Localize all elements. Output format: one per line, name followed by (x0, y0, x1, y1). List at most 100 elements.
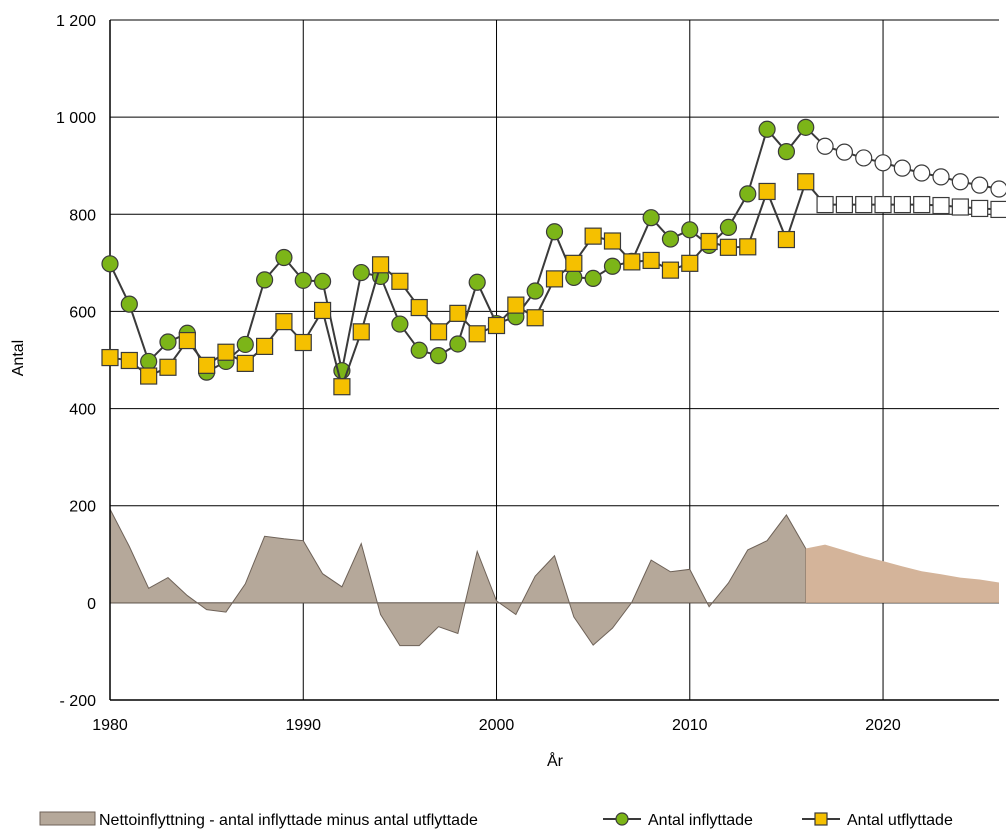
tick-label-layer: - 200 0 200 400 600 800 1 000 1 200 1980 1990 2000… (56, 13, 901, 734)
inflyttade-point (739, 185, 757, 203)
inflyttade-point (835, 143, 853, 161)
utflyttade-point (951, 198, 969, 216)
inflyttade-point (410, 341, 428, 359)
legend-marker-inflyttade (615, 812, 629, 826)
inflyttade-point (236, 335, 254, 354)
inflyttade-point (140, 352, 158, 371)
utflyttade-point (797, 173, 815, 191)
utflyttade-point (874, 195, 892, 214)
legend-label-net: Nettoinflyttning - antal inflyttade minu… (99, 812, 478, 829)
inflyttade-point (256, 271, 274, 289)
utflyttade-point (681, 254, 699, 272)
utflyttade-point (429, 323, 448, 341)
utflyttade-point (120, 351, 138, 370)
utflyttade-point (333, 378, 351, 396)
utflyttade-point (313, 301, 332, 320)
x-tick-label: 2010 (672, 717, 708, 734)
inflyttade-point (893, 159, 911, 177)
inflyttade-point (545, 223, 564, 241)
y-tick-label: 600 (69, 304, 96, 321)
x-tick-label: 2020 (865, 717, 901, 734)
utflyttade-point (913, 195, 931, 214)
net-area-layer (109, 508, 999, 647)
inflyttade-point (932, 168, 950, 186)
inflyttade-point (913, 164, 931, 182)
y-tick-label: 1 000 (56, 110, 96, 127)
inflyttade-point (603, 257, 622, 275)
inflyttade-point (275, 248, 293, 267)
net-area-forecast (805, 544, 999, 603)
utflyttade-point (410, 298, 428, 317)
inflyttade-point (159, 333, 177, 351)
x-tick-label: 1990 (285, 717, 321, 734)
inflyttade-point (429, 347, 448, 365)
utflyttade-point (101, 348, 119, 367)
utflyttade-point (294, 333, 312, 352)
utflyttade-point (990, 200, 1006, 219)
x-axis-title: År (547, 751, 564, 770)
inflyttade-point (855, 149, 873, 167)
inflyttade-point (120, 295, 138, 313)
legend-label-utflyttade: Antal utflyttade (847, 812, 953, 829)
y-tick-label: 0 (87, 596, 96, 613)
y-tick-label: 200 (69, 499, 96, 516)
inflyttade-point (642, 209, 660, 227)
utflyttade-point (198, 356, 216, 374)
utflyttade-point (256, 337, 274, 355)
y-axis-title: Antal (10, 340, 27, 376)
inflyttade-point (526, 282, 544, 300)
inflyttade-point (352, 263, 370, 282)
inflyttade-point (294, 271, 312, 289)
utflyttade-point (739, 238, 757, 256)
utflyttade-point (758, 182, 776, 201)
utflyttade-point (700, 232, 718, 251)
x-tick-label: 1980 (92, 717, 128, 734)
utflyttade-point (391, 272, 409, 290)
inflyttade-point (661, 230, 680, 248)
utflyttade-point (932, 196, 950, 215)
utflyttade-point (526, 309, 544, 327)
inflyttade-point (681, 221, 699, 239)
inflyttade-point (797, 118, 815, 136)
inflyttade-point (719, 218, 738, 236)
inflyttade-point (101, 255, 119, 273)
utflyttade-point (449, 304, 467, 322)
inflyttade-point (816, 137, 834, 155)
x-tick-label: 2000 (479, 717, 515, 734)
utflyttade-point (855, 195, 873, 214)
utflyttade-point (893, 195, 911, 214)
utflyttade-point (777, 230, 796, 249)
utflyttade-point (217, 343, 235, 361)
net-area-historical (109, 508, 807, 647)
utflyttade-point (545, 270, 564, 288)
inflyttade-point (758, 120, 776, 138)
utflyttade-point (140, 367, 158, 385)
utflyttade-point (468, 325, 486, 343)
utflyttade-point (565, 254, 583, 272)
series-layer (101, 118, 1006, 396)
utflyttade-point (507, 296, 525, 314)
utflyttade-point (719, 238, 738, 256)
legend: Nettoinflyttning - antal inflyttade minu… (39, 811, 953, 829)
utflyttade-point (623, 253, 641, 271)
utflyttade-point (816, 195, 834, 214)
utflyttade-point (275, 313, 293, 331)
inflyttade-point (874, 154, 892, 172)
utflyttade-point (661, 261, 680, 279)
utflyttade-point (584, 227, 602, 245)
utflyttade-point (603, 232, 622, 250)
legend-label-inflyttade: Antal inflyttade (648, 812, 753, 829)
inflyttade-point (584, 269, 602, 287)
inflyttade-point (391, 315, 409, 333)
utflyttade-point (236, 354, 254, 372)
inflyttade-point (971, 176, 989, 194)
utflyttade-point (371, 256, 390, 274)
utflyttade-point (487, 316, 506, 335)
utflyttade-point (835, 195, 853, 214)
y-tick-label: 1 200 (56, 13, 96, 30)
utflyttade-point (352, 323, 370, 341)
y-tick-label: 400 (69, 402, 96, 419)
inflyttade-point (951, 173, 969, 191)
